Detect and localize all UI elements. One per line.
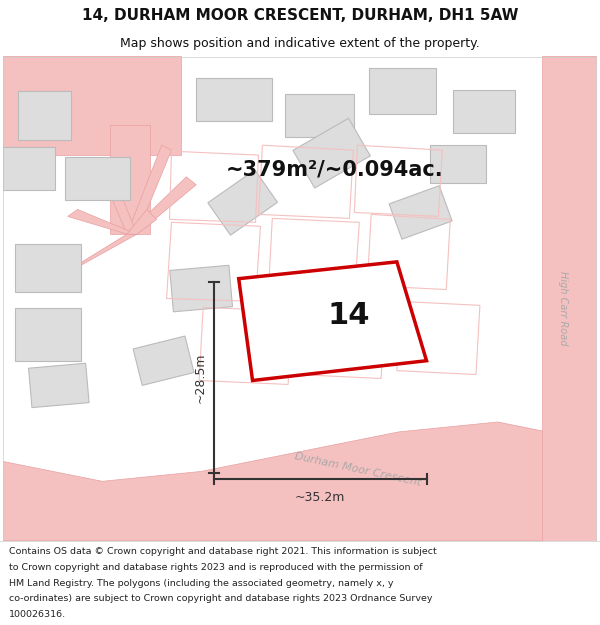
Text: 100026316.: 100026316.: [9, 610, 66, 619]
Polygon shape: [65, 157, 130, 199]
Polygon shape: [4, 422, 596, 541]
Polygon shape: [208, 170, 277, 235]
Text: HM Land Registry. The polygons (including the associated geometry, namely x, y: HM Land Registry. The polygons (includin…: [9, 579, 394, 587]
Polygon shape: [453, 90, 515, 133]
Text: Durham Moor Crescent: Durham Moor Crescent: [293, 451, 422, 488]
Text: Map shows position and indicative extent of the property.: Map shows position and indicative extent…: [120, 38, 480, 51]
Polygon shape: [110, 126, 150, 234]
Text: ~28.5m: ~28.5m: [194, 352, 206, 402]
Polygon shape: [97, 160, 137, 234]
Polygon shape: [133, 336, 194, 386]
Polygon shape: [127, 145, 172, 234]
Text: ~35.2m: ~35.2m: [295, 491, 346, 504]
Polygon shape: [293, 118, 370, 188]
Polygon shape: [542, 56, 596, 541]
Polygon shape: [285, 94, 355, 138]
Polygon shape: [63, 234, 137, 274]
Polygon shape: [4, 56, 181, 155]
Polygon shape: [369, 68, 436, 114]
Polygon shape: [18, 91, 71, 140]
Polygon shape: [16, 308, 80, 361]
Polygon shape: [196, 78, 272, 121]
Text: co-ordinates) are subject to Crown copyright and database rights 2023 Ordnance S: co-ordinates) are subject to Crown copyr…: [9, 594, 433, 603]
Polygon shape: [127, 177, 196, 234]
Polygon shape: [430, 145, 486, 182]
Text: High Carr Road: High Carr Road: [558, 271, 568, 346]
Text: to Crown copyright and database rights 2023 and is reproduced with the permissio: to Crown copyright and database rights 2…: [9, 563, 422, 572]
Text: Contains OS data © Crown copyright and database right 2021. This information is : Contains OS data © Crown copyright and d…: [9, 548, 437, 556]
Polygon shape: [389, 186, 452, 239]
Text: 14: 14: [327, 301, 370, 330]
Polygon shape: [29, 363, 89, 408]
Polygon shape: [337, 268, 401, 319]
Polygon shape: [239, 262, 427, 381]
Polygon shape: [127, 209, 157, 234]
Text: ~379m²/~0.094ac.: ~379m²/~0.094ac.: [226, 160, 443, 180]
Polygon shape: [4, 148, 55, 190]
Polygon shape: [170, 265, 232, 312]
Text: 14, DURHAM MOOR CRESCENT, DURHAM, DH1 5AW: 14, DURHAM MOOR CRESCENT, DURHAM, DH1 5A…: [82, 8, 518, 23]
Polygon shape: [247, 279, 313, 328]
Polygon shape: [68, 209, 137, 234]
Polygon shape: [16, 244, 80, 291]
